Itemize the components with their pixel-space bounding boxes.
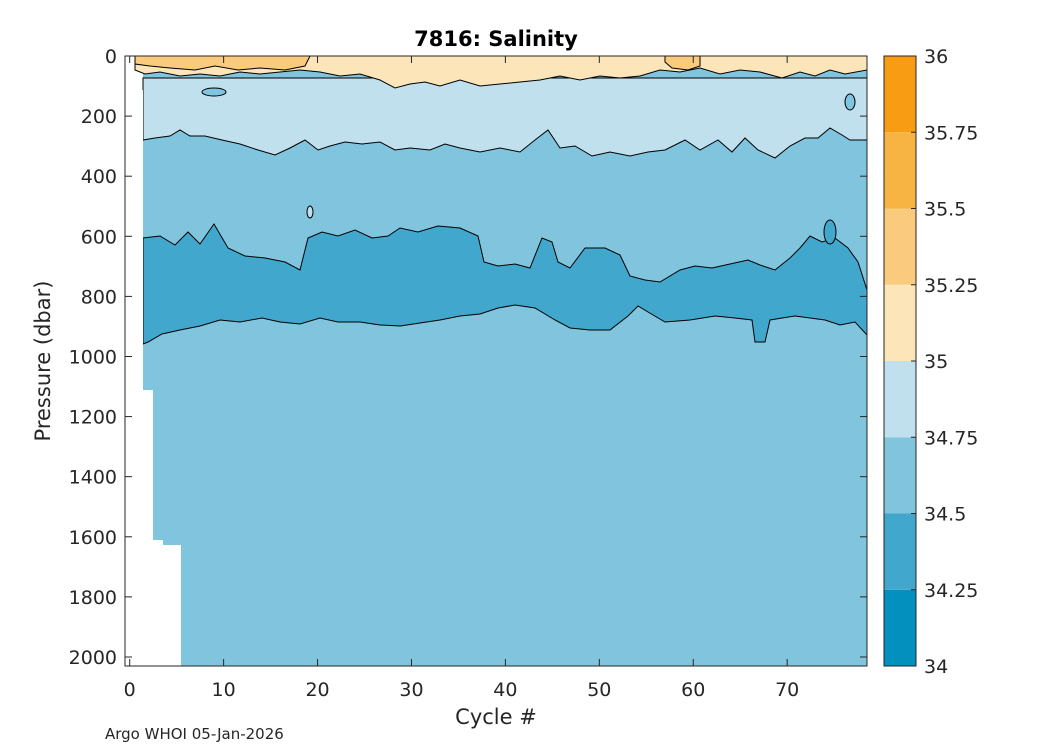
x-tick-label: 0 [124,679,136,701]
colorbar-tick-label: 35.25 [924,275,978,297]
colorbar-tick-label: 34.75 [924,427,978,449]
x-axis-label: Cycle # [455,705,537,729]
colorbar-swatch [884,208,916,285]
no-data-region [125,90,181,666]
x-axis: 0 10 20 30 40 50 60 70 [124,56,799,701]
salinity-region-34.25-34.5 [142,223,867,345]
colorbar-swatch [884,437,916,514]
footer-credit: Argo WHOI 05-Jan-2026 [105,725,284,743]
y-tick-label: 1800 [69,587,117,609]
colorbar-swatch [884,589,916,666]
x-tick-label: 60 [681,679,705,701]
colorbar-tick-label: 34 [924,656,948,678]
colorbar-tick-label: 34.5 [924,504,966,526]
salinity-eddy [823,219,837,245]
y-tick-label: 400 [81,166,117,188]
colorbar-swatch [884,513,916,590]
y-axis-label: Pressure (dbar) [31,281,55,442]
plot-area [125,56,867,666]
y-tick-label: 1400 [69,467,117,489]
colorbar-tick-label: 35 [924,351,948,373]
salinity-region-34.5-34.75 [143,56,867,666]
salinity-region-35.25-35.5 [134,56,311,71]
y-tick-label: 1000 [69,346,117,368]
colorbar-swatch [884,56,916,133]
x-tick-label: 40 [493,679,517,701]
y-tick-label: 1600 [69,527,117,549]
y-tick-label: 2000 [69,647,117,669]
y-tick-label: 200 [81,106,117,128]
x-tick-label: 20 [305,679,329,701]
colorbar-tick-label: 35.5 [924,199,966,221]
chart-title: 7816: Salinity [414,27,578,51]
salinity-eddy [306,205,314,219]
colorbar: 36 35.75 35.5 35.25 35 34.75 34.5 34.25 34 [883,46,978,678]
y-axis: 0 200 400 600 800 1000 1200 1400 1600 1800 2000 [69,46,867,669]
colorbar-swatch [884,284,916,361]
colorbar-tick-label: 34.25 [924,580,978,602]
salinity-eddy [844,93,856,111]
colorbar-tick-label: 36 [924,46,948,68]
y-tick-label: 1200 [69,407,117,429]
salinity-patch-35.25-35.5-b [664,56,701,71]
x-tick-label: 30 [399,679,423,701]
y-tick-label: 600 [81,226,117,248]
colorbar-tick-label: 35.75 [924,122,978,144]
x-tick-label: 50 [587,679,611,701]
plot-frame [124,55,868,667]
y-tick-label: 0 [105,46,117,68]
y-tick-label: 800 [81,286,117,308]
x-tick-label: 10 [212,679,236,701]
salinity-region-34.75-35 [142,77,867,159]
x-tick-label: 70 [775,679,799,701]
colorbar-swatch [884,361,916,438]
colorbar-swatch [884,132,916,209]
salinity-eddy [201,87,227,97]
